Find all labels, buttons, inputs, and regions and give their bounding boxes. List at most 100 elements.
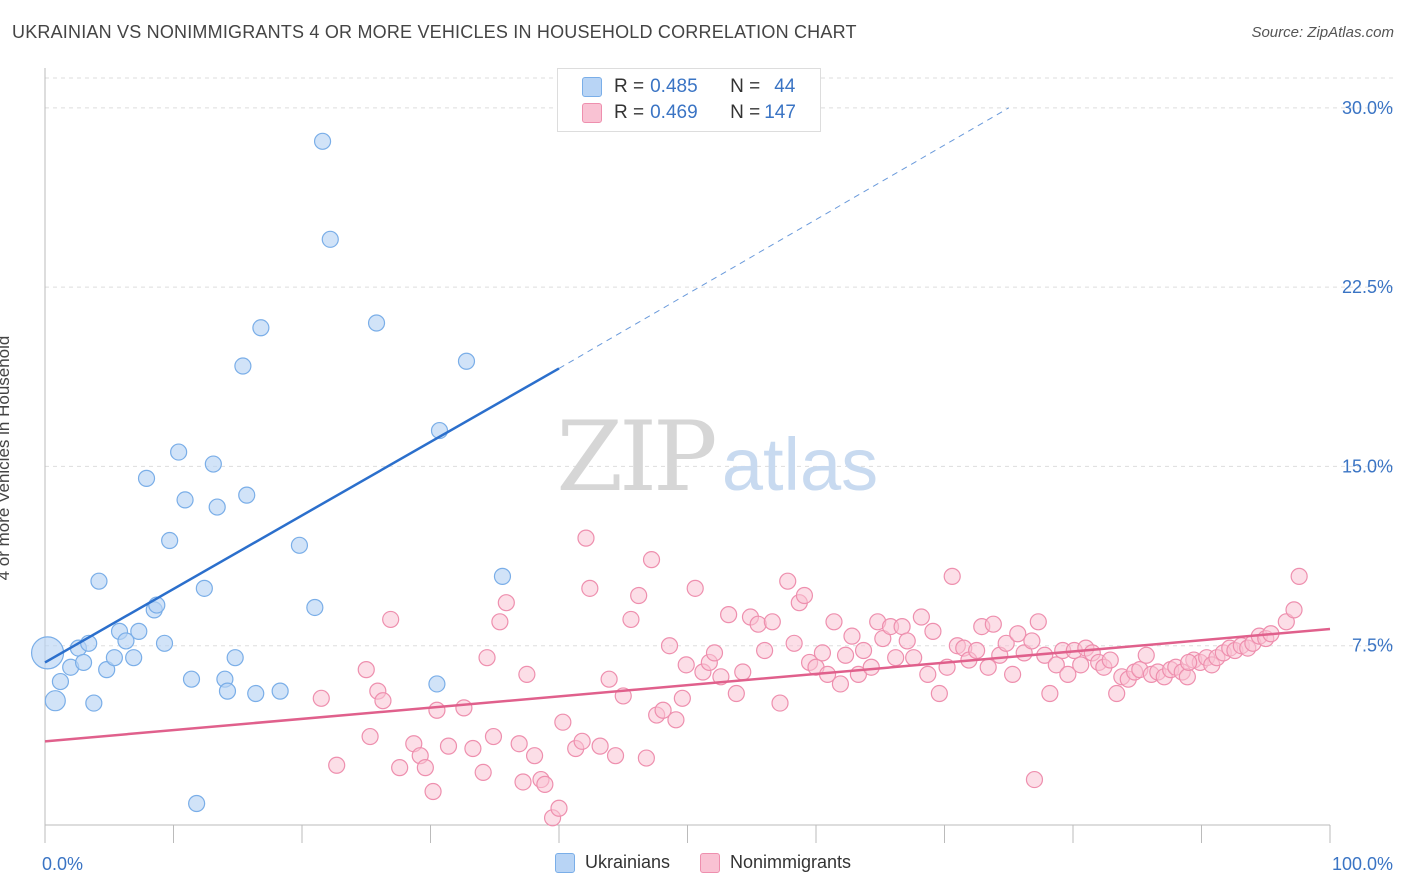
- legend-swatch-pink: [700, 852, 720, 873]
- nonimmigrants-point: [734, 663, 752, 681]
- nonimmigrants-point: [749, 615, 767, 633]
- nonimmigrants-point: [554, 713, 572, 731]
- ukrainians-point: [208, 498, 226, 516]
- ukrainians-point: [234, 357, 252, 375]
- nonimmigrants-point: [1009, 625, 1027, 643]
- ukrainians-point: [313, 132, 332, 150]
- ukrainians-trend-line: [44, 367, 560, 664]
- nonimmigrants-point: [763, 613, 781, 631]
- nonimmigrants-point: [591, 737, 609, 755]
- trend-lines: [44, 107, 1331, 743]
- nonimmigrants-point: [1108, 684, 1126, 703]
- nonimmigrants-point: [1277, 613, 1295, 631]
- ukrainians-point: [182, 670, 201, 688]
- ukrainians-point: [105, 649, 123, 667]
- ukrainians-point: [226, 649, 244, 667]
- nonimmigrants-point: [893, 617, 911, 636]
- nonimmigrants-point: [424, 782, 442, 801]
- nonimmigrants-point: [518, 665, 536, 684]
- nonimmigrants-point: [836, 646, 855, 664]
- legend-n-value: 44: [774, 76, 796, 97]
- ukrainians-point: [130, 622, 148, 640]
- nonimmigrants-point: [843, 627, 861, 645]
- legend-n-value: 147: [764, 102, 796, 123]
- nonimmigrants-point: [622, 610, 640, 629]
- nonimmigrants-point: [577, 529, 595, 547]
- nonimmigrants-point: [979, 658, 997, 676]
- legend-row-ukrainians: R = 0.485 N = 44: [558, 75, 795, 99]
- nonimmigrants-point: [630, 586, 648, 605]
- nonimmigrants-point: [831, 675, 850, 693]
- legend-swatch-blue: [582, 77, 602, 97]
- nonimmigrants-point: [1180, 653, 1198, 672]
- y-tick-label: 7.5%: [1352, 636, 1393, 656]
- legend-r-label: R =: [614, 102, 645, 123]
- ukrainians-point: [44, 690, 66, 712]
- legend-label-nonimmigrants: Nonimmigrants: [730, 852, 852, 872]
- ukrainians-point: [367, 314, 386, 332]
- nonimmigrants-point: [785, 634, 803, 652]
- nonimmigrants-point: [930, 684, 948, 703]
- ukrainians-point: [457, 352, 476, 370]
- nonimmigrants-point: [905, 649, 923, 667]
- ukrainians-point: [247, 684, 265, 703]
- legend-n-label: N =: [730, 76, 761, 97]
- ukrainians-point: [321, 230, 339, 248]
- watermark-atlas: atlas: [722, 423, 878, 506]
- y-tick-label: 22.5%: [1342, 277, 1393, 297]
- nonimmigrants-point: [1101, 651, 1119, 669]
- ukrainians-point: [161, 531, 179, 550]
- ukrainians-point: [176, 491, 194, 509]
- chart-title: UKRAINIAN VS NONIMMIGRANTS 4 OR MORE VEH…: [12, 22, 857, 42]
- nonimmigrants-point: [997, 634, 1015, 652]
- nonimmigrants-point: [924, 622, 942, 640]
- ukrainians-point: [125, 649, 143, 667]
- nonimmigrants-point: [755, 641, 774, 660]
- nonimmigrants-point: [428, 701, 446, 719]
- nonimmigrants-point: [474, 763, 492, 782]
- nonimmigrants-point: [686, 579, 704, 597]
- nonimmigrants-point: [464, 739, 482, 758]
- tick-labels: 7.5% 15.0% 22.5% 30.0% 0.0% 100.0%: [42, 98, 1393, 874]
- nonimmigrants-point: [536, 775, 554, 793]
- ukrainians-point: [137, 469, 156, 487]
- nonimmigrants-point: [606, 747, 625, 765]
- nonimmigrants-point: [514, 773, 532, 791]
- watermark-zip: ZIP: [556, 401, 715, 513]
- nonimmigrants-point: [779, 572, 797, 590]
- nonimmigrants-point: [510, 735, 528, 753]
- nonimmigrants-point: [705, 644, 724, 662]
- ukrainians-point: [74, 653, 93, 672]
- nonimmigrants-point: [550, 799, 568, 817]
- source-label: Source: ZipAtlas.com: [1251, 24, 1394, 41]
- nonimmigrants-point: [357, 661, 375, 679]
- nonimmigrants-point: [573, 732, 591, 750]
- nonimmigrants-point: [1072, 656, 1090, 674]
- nonimmigrants-point: [898, 632, 916, 650]
- x-tick-label: 100.0%: [1332, 854, 1393, 874]
- nonimmigrants-point: [1178, 668, 1196, 686]
- ukrainians-point: [30, 636, 65, 670]
- nonimmigrants-point: [1029, 613, 1047, 631]
- nonimmigrants-point: [1137, 646, 1155, 664]
- nonimmigrants-points: [312, 529, 1308, 827]
- nonimmigrants-point: [382, 610, 400, 629]
- nonimmigrants-point: [374, 692, 392, 710]
- nonimmigrants-point: [673, 689, 691, 707]
- nonimmigrants-point: [328, 756, 346, 774]
- nonimmigrants-point: [1285, 601, 1303, 619]
- ukrainians-point: [51, 672, 70, 691]
- legend-item-ukrainians: Ukrainians: [554, 852, 670, 873]
- nonimmigrants-point: [919, 665, 937, 684]
- nonimmigrants-point: [478, 649, 496, 667]
- legend-swatch-blue: [554, 852, 575, 873]
- nonimmigrants-point: [1025, 770, 1044, 789]
- y-tick-label: 30.0%: [1342, 98, 1393, 118]
- nonimmigrants-point: [600, 670, 618, 688]
- nonimmigrants-point: [654, 701, 672, 719]
- nonimmigrants-point: [874, 629, 892, 648]
- ukrainians-point: [238, 486, 256, 504]
- watermark: ZIP atlas: [556, 401, 878, 513]
- nonimmigrants-point: [984, 615, 1002, 633]
